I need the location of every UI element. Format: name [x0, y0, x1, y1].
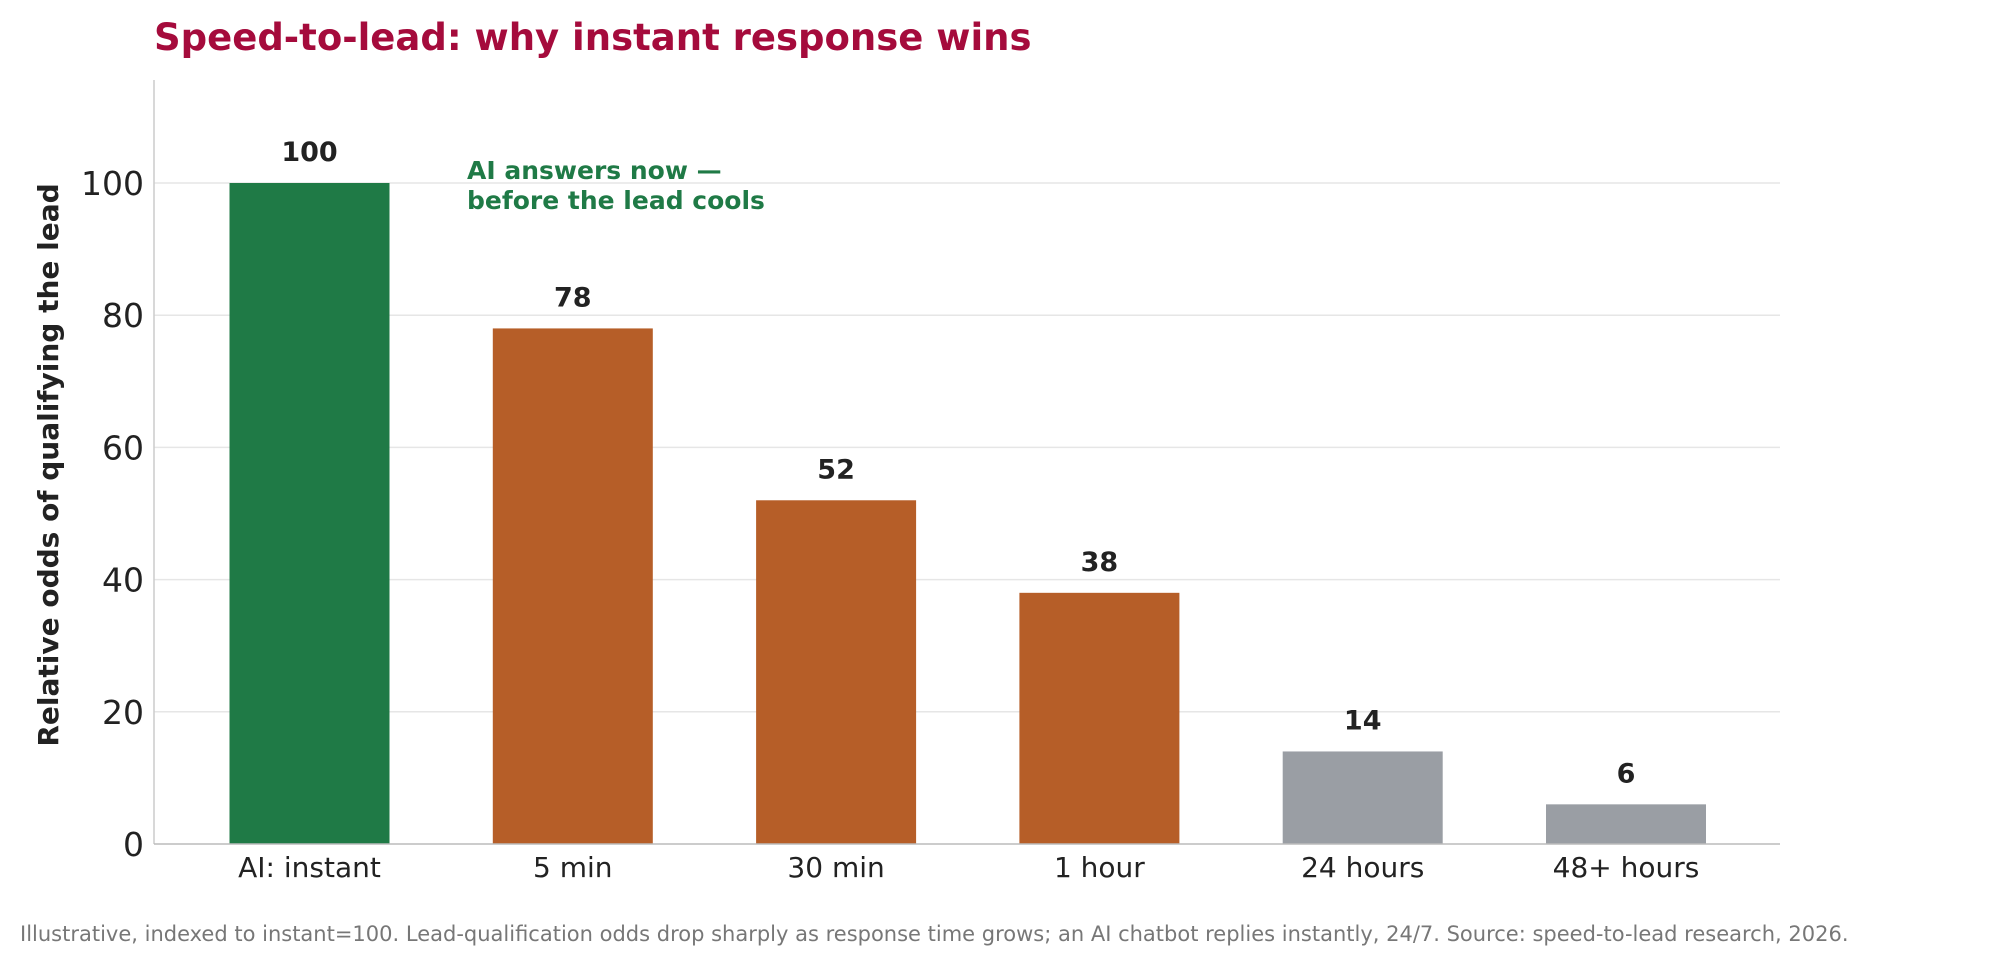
- bar-2: [756, 500, 917, 844]
- bar-0: [229, 183, 390, 844]
- annotation-line-1: AI answers now —: [467, 156, 722, 185]
- value-label-0: 100: [281, 137, 337, 168]
- chart-footnote: Illustrative, indexed to instant=100. Le…: [20, 922, 1849, 946]
- y-axis-label: Relative odds of qualifying the lead: [32, 183, 65, 746]
- y-tick-label-80: 80: [102, 296, 144, 335]
- value-label-4: 14: [1344, 705, 1382, 736]
- x-tick-label-5: 48+ hours: [1553, 851, 1700, 884]
- annotation-text: AI answers now — before the lead cools: [467, 156, 765, 215]
- x-tick-label-2: 30 min: [787, 851, 884, 884]
- bars: [229, 183, 1706, 844]
- value-label-1: 78: [554, 282, 592, 313]
- value-label-3: 38: [1081, 547, 1119, 578]
- y-tick-label-0: 0: [123, 825, 144, 864]
- bar-5: [1546, 804, 1706, 844]
- value-label-2: 52: [817, 454, 855, 485]
- value-label-5: 6: [1617, 758, 1636, 789]
- chart-title: Speed-to-lead: why instant response wins: [154, 16, 1032, 59]
- gridlines: [154, 182, 1780, 713]
- x-tick-label-4: 24 hours: [1301, 851, 1424, 884]
- value-labels: 100 78 52 38 14 6: [281, 137, 1635, 789]
- x-tick-label-3: 1 hour: [1054, 851, 1145, 884]
- y-tick-label-60: 60: [102, 428, 144, 467]
- y-axis-ticks: 0 20 40 60 80 100: [81, 164, 144, 864]
- bar-4: [1282, 751, 1443, 844]
- annotation-line-2: before the lead cools: [467, 186, 765, 215]
- y-tick-label-100: 100: [81, 164, 144, 203]
- y-tick-label-20: 20: [102, 693, 144, 732]
- x-axis-ticks: AI: instant 5 min 30 min 1 hour 24 hours 48+ …: [238, 851, 1699, 884]
- x-tick-label-1: 5 min: [533, 851, 613, 884]
- x-tick-label-0: AI: instant: [238, 851, 381, 884]
- bar-3: [1019, 592, 1180, 844]
- bar-1: [492, 328, 653, 844]
- y-tick-label-40: 40: [102, 561, 144, 600]
